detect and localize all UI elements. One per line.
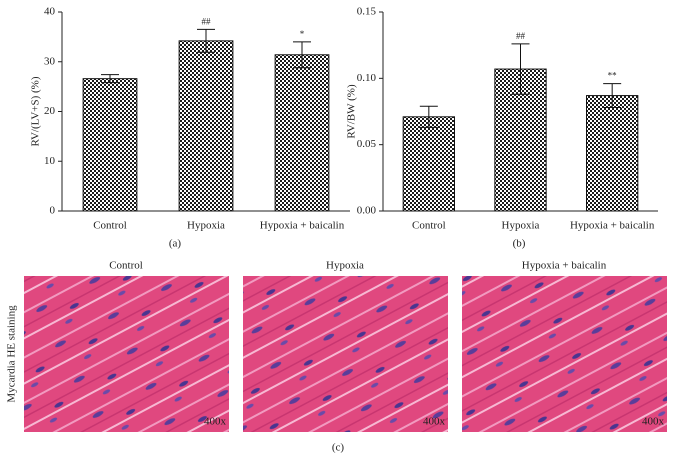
image-title: Hypoxia + baicalin bbox=[522, 260, 607, 272]
panel-label: (b) bbox=[513, 238, 526, 250]
x-tick-label: Hypoxia + baicalin bbox=[570, 220, 655, 232]
x-tick-label: Hypoxia + baicalin bbox=[260, 220, 345, 232]
image-title: Hypoxia bbox=[326, 260, 364, 272]
x-tick-label: Hypoxia bbox=[502, 220, 540, 232]
y-tick-label: 30 bbox=[44, 55, 56, 67]
bar bbox=[82, 78, 138, 212]
magnification: 400x bbox=[642, 416, 665, 428]
y-tick-label: 0 bbox=[50, 205, 56, 217]
histology-image bbox=[462, 276, 667, 432]
image-title: Control bbox=[109, 260, 143, 272]
side-label: Mycardia HE staining bbox=[6, 305, 18, 403]
y-tick-label: 10 bbox=[44, 155, 56, 167]
panel-label: (c) bbox=[332, 442, 345, 454]
y-tick-label: 0.05 bbox=[357, 138, 377, 150]
panel-c: Mycardia HE staining Control Hypoxia Hyp… bbox=[6, 260, 667, 454]
bar bbox=[586, 95, 639, 212]
panel-label: (a) bbox=[169, 238, 182, 250]
magnification: 400x bbox=[204, 416, 227, 428]
y-tick-label: 40 bbox=[44, 6, 56, 18]
bar bbox=[274, 54, 330, 212]
significance: ** bbox=[608, 71, 618, 81]
y-tick-label: 0.10 bbox=[357, 72, 377, 84]
bar bbox=[178, 40, 234, 212]
y-axis-label: RV/(LV+S) (%) bbox=[30, 76, 42, 146]
histology-image bbox=[243, 276, 448, 432]
significance: ## bbox=[202, 16, 212, 26]
bar bbox=[402, 116, 455, 212]
histology-image bbox=[24, 276, 229, 432]
x-tick-label: Control bbox=[412, 220, 446, 232]
x-tick-label: Hypoxia bbox=[187, 220, 225, 232]
y-tick-label: 0.15 bbox=[357, 6, 377, 18]
y-axis-label: RV/BW (%) bbox=[346, 84, 358, 139]
magnification: 400x bbox=[423, 416, 446, 428]
y-tick-label: 20 bbox=[44, 105, 56, 117]
significance: ## bbox=[516, 31, 526, 41]
y-tick-label: 0.00 bbox=[357, 205, 377, 217]
x-tick-label: Control bbox=[93, 220, 127, 232]
significance: * bbox=[300, 29, 305, 39]
